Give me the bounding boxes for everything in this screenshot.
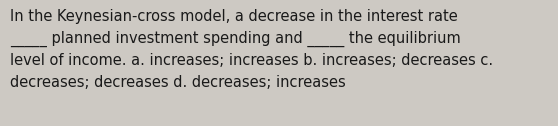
Text: In the Keynesian-cross model, a decrease in the interest rate
_____ planned inve: In the Keynesian-cross model, a decrease… xyxy=(10,9,493,90)
